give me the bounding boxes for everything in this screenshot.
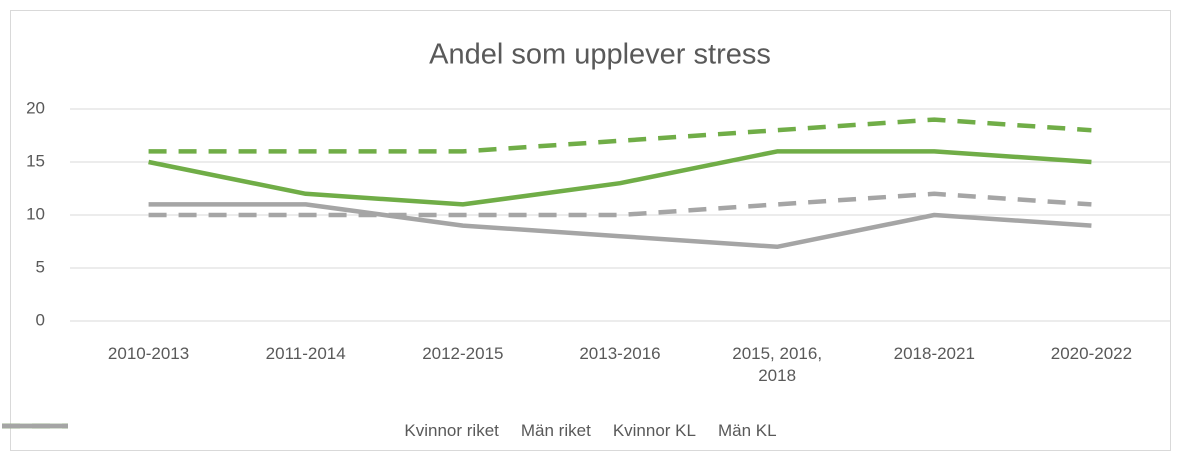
legend-item: Män riket [2, 421, 591, 441]
y-tick-label: 5 [36, 257, 45, 276]
x-tick-label: 2011-2014 [265, 344, 346, 363]
legend-item: Kvinnor riket [2, 421, 499, 441]
x-tick-label: 2010-2013 [107, 344, 190, 363]
x-tick-label: 2020-2022 [1050, 344, 1133, 363]
series-line [148, 149, 1092, 207]
legend-swatch [2, 423, 68, 429]
x-tick-label: 2015, 2016, 2018 [732, 344, 823, 385]
chart-border [10, 10, 1171, 451]
y-tick-label: 0 [36, 310, 45, 329]
series-line [148, 191, 1092, 218]
legend: Kvinnor riket Män riket Kvinnor KL Män KL [0, 421, 1181, 441]
x-tick-label: 2013-2016 [579, 344, 661, 363]
legend-item: Män KL [2, 421, 777, 441]
legend-item: Kvinnor KL [2, 421, 696, 441]
series-line [148, 117, 1092, 154]
x-tick-label: 2012-2015 [422, 344, 504, 363]
x-tick-label: 2018-2021 [893, 344, 975, 363]
legend-label: Kvinnor riket [404, 421, 499, 440]
series-line [148, 202, 1092, 250]
legend-label: Män riket [520, 421, 591, 440]
chart-title: Andel som upplever stress [429, 39, 771, 71]
legend-label: Män KL [717, 421, 777, 440]
y-tick-label: 20 [26, 98, 45, 117]
y-tick-label: 15 [26, 151, 45, 170]
legend-label: Kvinnor KL [612, 421, 696, 440]
y-tick-label: 10 [26, 204, 45, 223]
